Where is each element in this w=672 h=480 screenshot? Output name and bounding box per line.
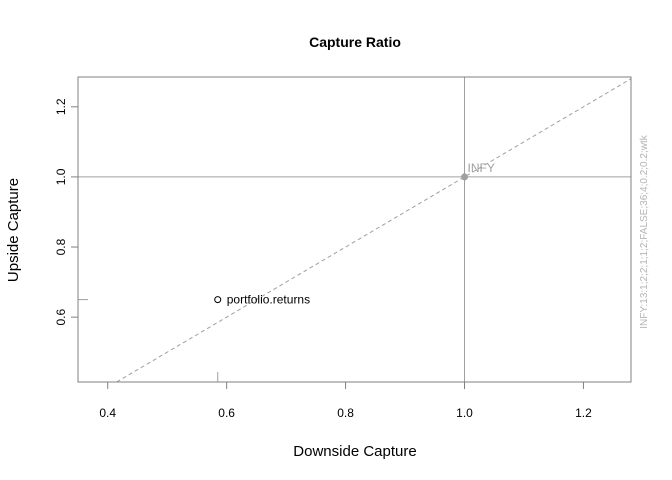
- y-axis-title: Upside Capture: [5, 178, 22, 282]
- reference-point: [461, 173, 469, 181]
- plot-area: portfolio.returns INFY: [78, 77, 631, 382]
- plot-border: [77, 76, 632, 383]
- x-axis-title: Downside Capture: [293, 443, 416, 460]
- chart-title: Capture Ratio: [309, 34, 401, 50]
- axes: 0.4 0.6 0.8 1.0 1.2 0.6 0.8 1.0 1.2: [54, 76, 632, 420]
- y-tick-label: 1.0: [54, 168, 68, 185]
- x-tick-label: 0.8: [337, 406, 354, 420]
- x-tick-label: 0.6: [218, 406, 235, 420]
- reference-point-label: INFY: [468, 161, 495, 175]
- data-point: [214, 296, 222, 304]
- diagonal-reference-line: [116, 78, 631, 382]
- x-tick-label: 1.0: [456, 406, 473, 420]
- x-tick-label: 0.4: [99, 406, 116, 420]
- y-tick-label: 0.6: [54, 308, 68, 325]
- y-tick-label: 1.2: [54, 98, 68, 115]
- data-point-label: portfolio.returns: [227, 293, 310, 307]
- y-tick-label: 0.8: [54, 238, 68, 255]
- x-tick-label: 1.2: [575, 406, 592, 420]
- side-note: INFY:13:1;2;2;1;1;2;FALSE;36;4;0.2;0.2;w…: [639, 134, 650, 328]
